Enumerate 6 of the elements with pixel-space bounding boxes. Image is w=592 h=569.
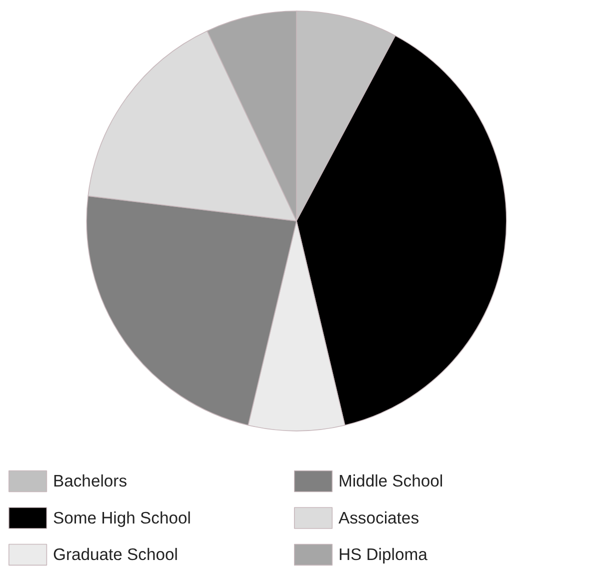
legend-label: Middle School	[338, 472, 444, 491]
legend-label: Associates	[338, 508, 420, 528]
legend-label: Some High School	[52, 508, 191, 528]
legend-label: HS Diploma	[338, 545, 428, 564]
legend-label: Graduate School	[52, 545, 178, 564]
legend-label: Bachelors	[52, 472, 128, 491]
